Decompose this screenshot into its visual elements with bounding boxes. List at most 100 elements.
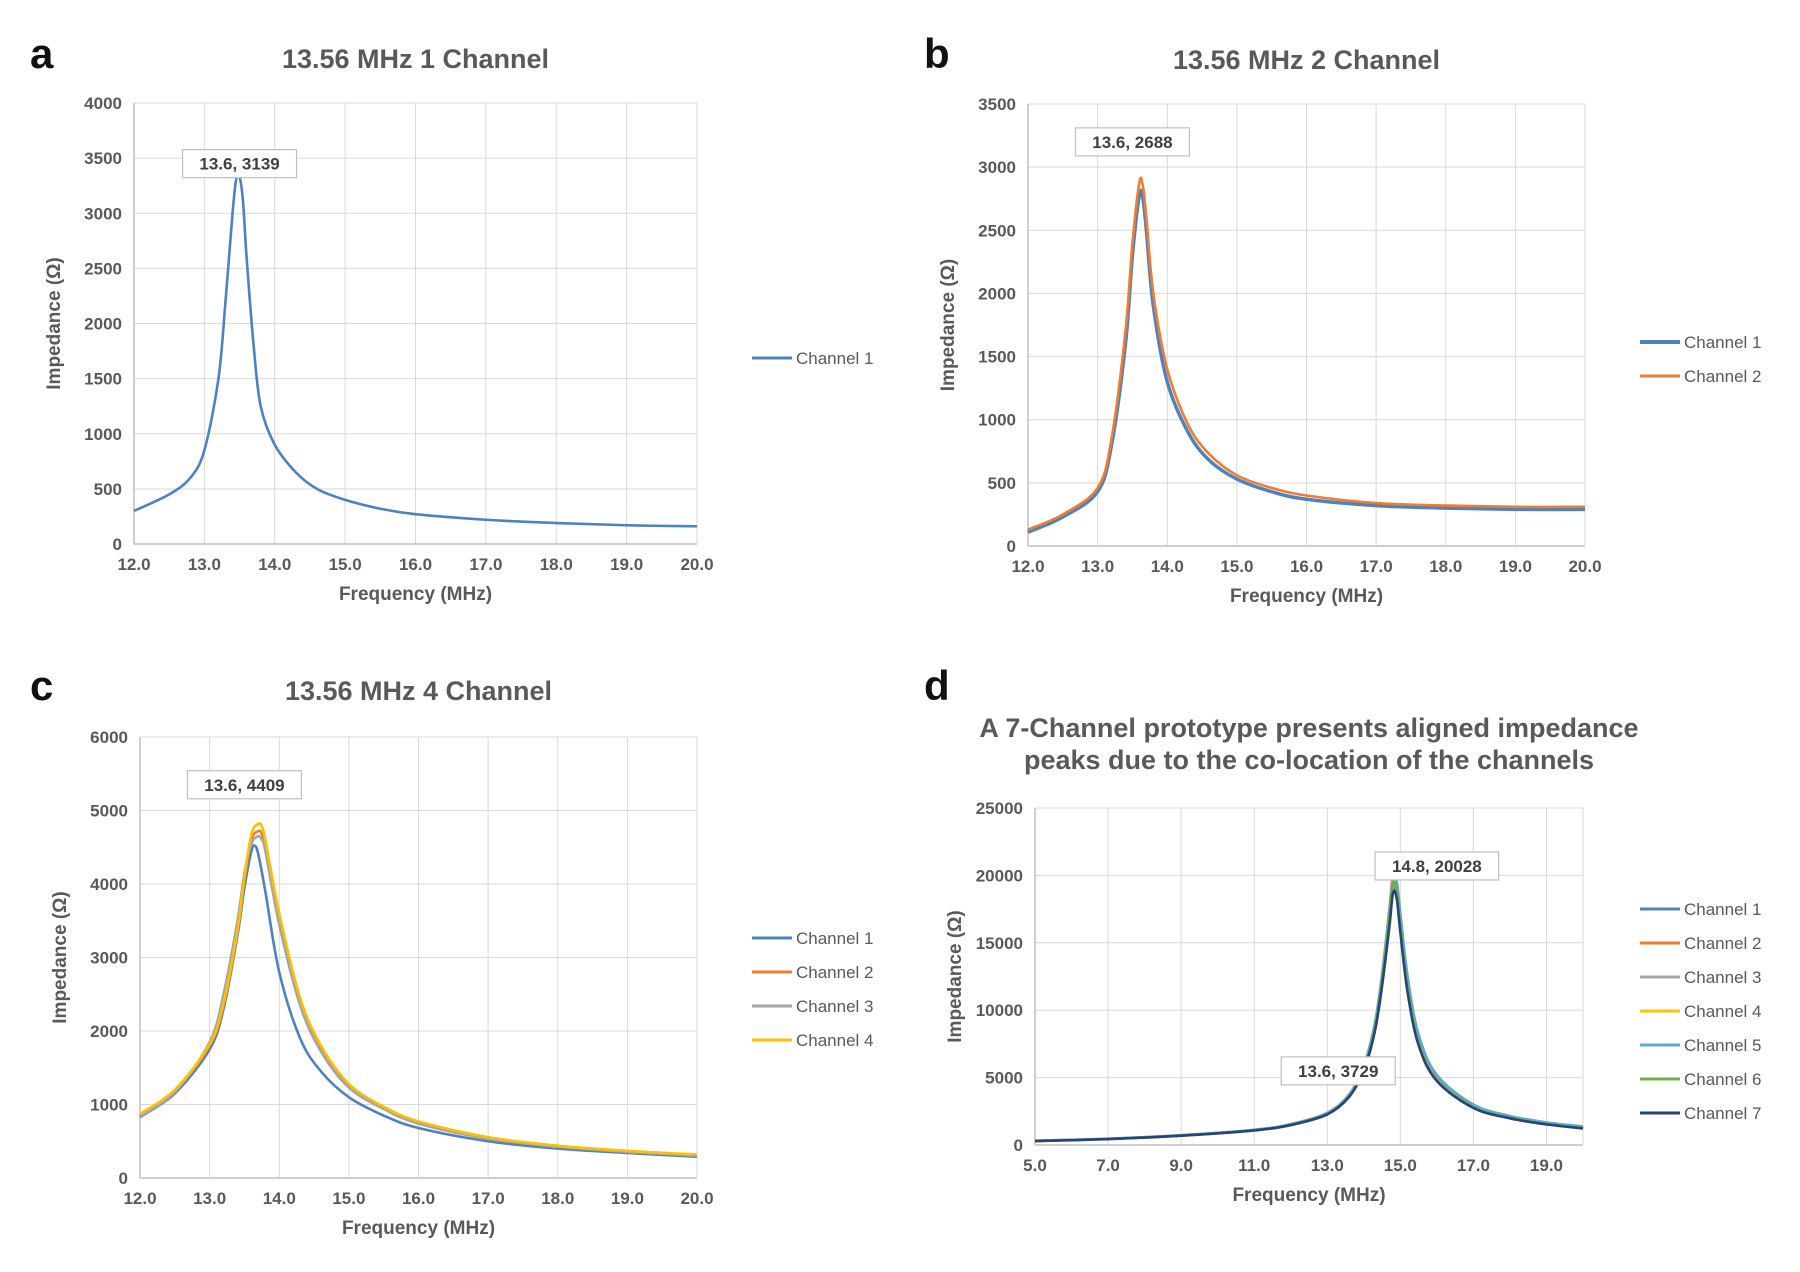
x-tick-label-b-7: 19.0 [1499,557,1532,576]
y-tick-label-d-1: 5000 [985,1069,1023,1088]
chart-panel-c: 13.56 MHz 4 Channel 0 1000 2000 3000 4000 5000… [50,676,874,1239]
y-tick-label-d-5: 25000 [976,799,1023,818]
legend-label-a-1: Channel 1 [796,349,874,368]
series-line-b-channel-2 [1027,176,1586,531]
y-tick-label-c-3: 3000 [90,949,128,968]
data-label-text-b-1: 13.6, 2688 [1092,133,1172,152]
x-axis-label-b: Frequency (MHz) [1230,586,1383,607]
y-tick-label-b-1: 500 [988,474,1016,493]
legend-label-d-4: Channel 4 [1684,1002,1762,1021]
data-label-box-d-2 [1280,1056,1396,1086]
y-axis-label-d: Impedance (Ω) [945,910,966,1042]
x-tick-label-a-1: 13.0 [188,555,221,574]
series-line-d-channel-2 [1034,871,1584,1143]
x-tick-label-b-8: 20.0 [1568,557,1601,576]
series-line-d-channel-5 [1034,873,1584,1142]
data-label-box-a-1 [181,149,298,179]
legend-label-d-7: Channel 7 [1684,1104,1762,1123]
y-axis-label-c: Impedance (Ω) [50,891,71,1023]
x-axis-label-a: Frequency (MHz) [339,584,492,605]
x-tick-label-c-0: 12.0 [123,1189,156,1208]
series-line-c-channel-4 [139,822,698,1156]
x-tick-label-d-1: 7.0 [1096,1156,1120,1175]
legend-label-c-3: Channel 3 [796,997,874,1016]
data-label-text-a-1: 13.6, 3139 [199,155,279,174]
chart-panel-a: 13.56 MHz 1 Channel 0 500 1000 1500 2000 2500 3… [44,44,874,605]
x-tick-label-c-5: 17.0 [472,1189,505,1208]
x-tick-label-c-7: 19.0 [611,1189,644,1208]
x-tick-label-a-3: 15.0 [329,555,362,574]
data-label-text-c-1: 13.6, 4409 [204,776,284,795]
y-tick-label-b-7: 3500 [978,95,1016,114]
x-tick-label-a-2: 14.0 [258,555,291,574]
x-tick-label-c-3: 15.0 [332,1189,365,1208]
x-tick-label-b-0: 12.0 [1011,557,1044,576]
y-tick-label-a-6: 3000 [84,204,122,223]
y-tick-label-c-0: 0 [119,1169,128,1188]
data-label-box-d-1 [1374,851,1500,881]
y-tick-label-d-3: 15000 [976,934,1023,953]
x-tick-label-a-7: 19.0 [610,555,643,574]
y-tick-label-a-2: 1000 [84,425,122,444]
x-tick-label-a-5: 17.0 [469,555,502,574]
data-label-text-d-2: 13.6, 3729 [1298,1062,1378,1081]
legend-label-b-1: Channel 1 [1684,333,1762,352]
y-tick-label-a-1: 500 [94,480,122,499]
y-tick-label-c-6: 6000 [90,728,128,747]
data-label-box-c-1 [186,770,303,800]
y-tick-label-a-0: 0 [113,535,122,554]
legend-label-c-1: Channel 1 [796,929,874,948]
legend-label-d-2: Channel 2 [1684,934,1762,953]
y-tick-label-d-0: 0 [1014,1136,1023,1155]
legend-label-c-4: Channel 4 [796,1031,874,1050]
data-label-a-1: 13.6, 3139 [181,149,298,179]
panel-letter-b: b [924,30,950,77]
x-tick-label-a-0: 12.0 [117,555,150,574]
x-tick-label-c-1: 13.0 [193,1189,226,1208]
y-tick-label-b-5: 2500 [978,221,1016,240]
x-axis-label-c: Frequency (MHz) [342,1218,495,1239]
chart-title-c-line-1: 13.56 MHz 4 Channel [285,676,552,706]
y-tick-label-c-4: 4000 [90,875,128,894]
y-tick-label-a-8: 4000 [84,94,122,113]
x-tick-label-a-4: 16.0 [399,555,432,574]
x-tick-label-c-8: 20.0 [680,1189,713,1208]
y-axis-label-a: Impedance (Ω) [44,257,65,389]
data-label-d-1: 14.8, 20028 [1374,851,1500,881]
series-line-d-channel-4 [1034,881,1584,1143]
chart-panel-d: A 7-Channel prototype presents aligned i… [945,713,1762,1206]
panel-letter-c: c [30,662,54,709]
x-tick-label-d-5: 15.0 [1384,1156,1417,1175]
chart-panel-b: 13.56 MHz 2 Channel 0 500 1000 1500 2000 2500 3… [938,45,1762,607]
x-tick-label-c-4: 16.0 [402,1189,435,1208]
y-tick-label-a-7: 3500 [84,149,122,168]
y-tick-label-b-3: 1500 [978,348,1016,367]
y-tick-label-a-3: 1500 [84,370,122,389]
legend-label-d-1: Channel 1 [1684,900,1762,919]
chart-title-d-line-1: A 7-Channel prototype presents aligned i… [979,713,1638,743]
panel-letter-d: d [924,662,950,709]
y-axis-label-b: Impedance (Ω) [938,259,959,391]
y-tick-label-a-4: 2000 [84,315,122,334]
x-tick-label-b-5: 17.0 [1360,557,1393,576]
x-tick-label-d-3: 11.0 [1238,1156,1270,1175]
x-tick-label-a-8: 20.0 [680,555,713,574]
series-line-a-channel-1 [133,173,698,528]
data-label-box-b-1 [1074,127,1191,157]
chart-title-d-line-2: peaks due to the co-location of the chan… [1024,745,1594,775]
x-tick-label-d-7: 19.0 [1530,1156,1563,1175]
x-tick-label-d-6: 17.0 [1457,1156,1490,1175]
y-tick-label-c-1: 1000 [90,1096,128,1115]
chart-title-a-line-1: 13.56 MHz 1 Channel [282,44,549,74]
x-tick-label-a-6: 18.0 [540,555,573,574]
series-line-d-channel-7 [1034,889,1584,1143]
data-label-text-d-1: 14.8, 20028 [1392,857,1482,876]
x-tick-label-d-0: 5.0 [1023,1156,1047,1175]
y-tick-label-c-5: 5000 [90,802,128,821]
y-tick-label-b-6: 3000 [978,158,1016,177]
x-tick-label-b-3: 15.0 [1220,557,1253,576]
legend-label-d-3: Channel 3 [1684,968,1762,987]
x-tick-label-d-4: 13.0 [1311,1156,1344,1175]
y-tick-label-b-2: 1000 [978,411,1016,430]
